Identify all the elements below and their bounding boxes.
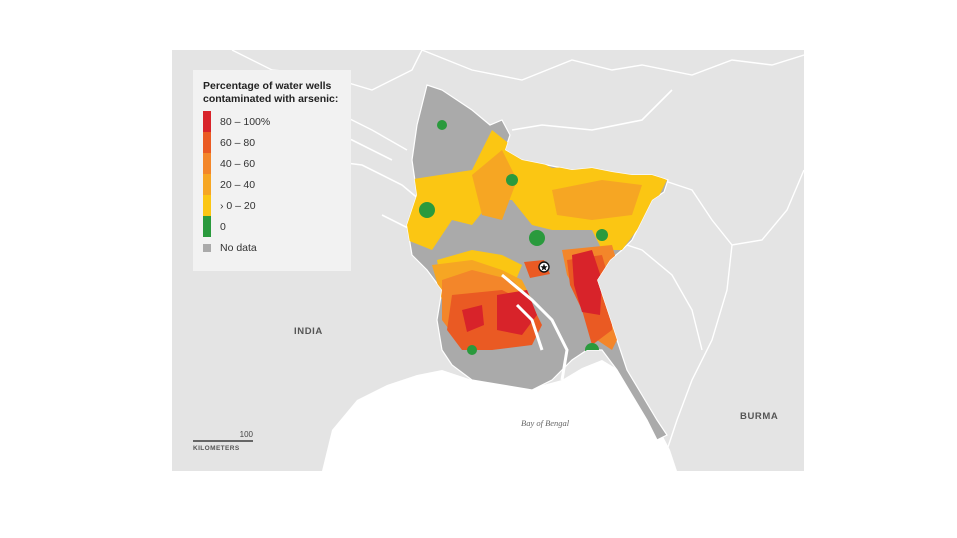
zone-80-100 <box>462 250 602 335</box>
legend-label: 40 – 60 <box>220 157 256 170</box>
legend-swatch <box>203 153 211 174</box>
label-india: INDIA <box>294 326 323 337</box>
bay-of-bengal-area <box>322 360 677 471</box>
legend-label: 20 – 40 <box>220 178 256 191</box>
legend-item: 0 <box>203 216 341 237</box>
scale-bar: 100 KILOMETERS <box>193 430 253 452</box>
legend-label: No data <box>220 241 257 254</box>
scale-line <box>193 440 253 442</box>
zone-60-80 <box>447 255 612 350</box>
legend-label: › 0 – 20 <box>220 199 256 212</box>
legend-item: › 0 – 20 <box>203 195 341 216</box>
map-frame: Percentage of water wells contaminated w… <box>172 50 804 471</box>
legend-item: 40 – 60 <box>203 153 341 174</box>
legend-label: 60 – 80 <box>220 136 256 149</box>
legend-items: 80 – 100% 60 – 80 40 – 60 20 – 40 › 0 – 20 0 N… <box>203 111 341 258</box>
legend-swatch <box>203 243 211 252</box>
zone-0-20 <box>407 130 667 250</box>
legend-swatch <box>203 216 211 237</box>
capital-star-icon <box>538 261 550 273</box>
scale-unit: KILOMETERS <box>193 445 240 452</box>
legend-item: 80 – 100% <box>203 111 341 132</box>
legend-swatch <box>203 111 211 132</box>
legend-item: No data <box>203 237 341 258</box>
legend-label: 0 <box>220 220 226 233</box>
scale-value: 100 <box>239 430 253 439</box>
legend-label: 80 – 100% <box>220 115 271 128</box>
legend: Percentage of water wells contaminated w… <box>193 70 351 271</box>
legend-item: 20 – 40 <box>203 174 341 195</box>
delta-rivers <box>501 273 569 381</box>
legend-title: Percentage of water wells contaminated w… <box>203 80 339 105</box>
legend-swatch <box>203 195 211 216</box>
map-canvas <box>231 50 804 471</box>
label-burma: BURMA <box>740 411 779 422</box>
legend-swatch <box>203 174 211 195</box>
contamination-zones <box>407 120 667 396</box>
label-bay-of-bengal: Bay of Bengal <box>521 418 570 428</box>
legend-item: 60 – 80 <box>203 132 341 153</box>
legend-swatch <box>203 132 211 153</box>
